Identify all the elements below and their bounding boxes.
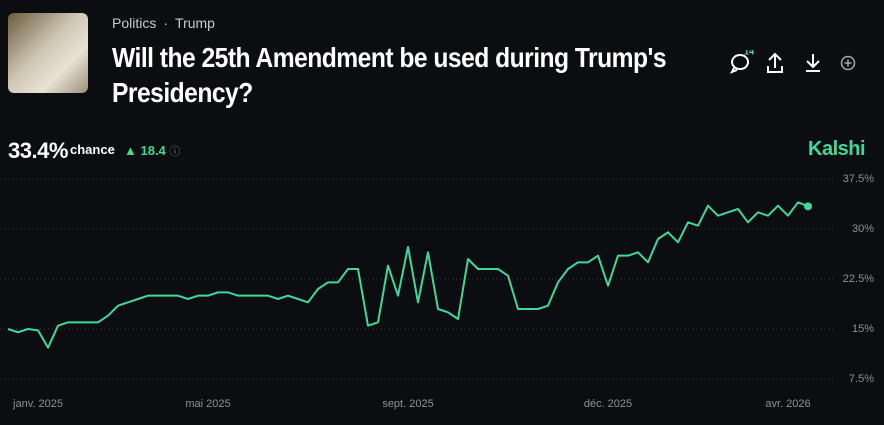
toolbar: 14 xyxy=(729,50,856,74)
brand[interactable]: Kalshi xyxy=(808,138,866,160)
x-tick-label: déc. 2025 xyxy=(584,398,632,410)
tag-link[interactable]: Trump xyxy=(175,15,215,31)
share-button[interactable] xyxy=(767,52,783,73)
category-link[interactable]: Politics xyxy=(112,15,157,31)
market-image xyxy=(8,13,88,93)
comments-button[interactable]: 14 xyxy=(729,50,754,74)
y-tick-label: 22.5% xyxy=(843,273,874,285)
x-tick-label: avr. 2026 xyxy=(765,398,810,410)
y-tick-label: 30% xyxy=(852,223,874,235)
y-tick-label: 7.5% xyxy=(849,373,874,385)
market-title: Will the 25th Amendment be used during T… xyxy=(112,42,667,108)
download-button[interactable] xyxy=(806,54,820,72)
x-tick-label: janv. 2025 xyxy=(12,398,63,410)
breadcrumbs: Politics · Trump xyxy=(112,15,215,31)
change-value: 18.4 xyxy=(140,143,166,158)
current-chance: 33.4% xyxy=(8,138,68,163)
chance-label: chance xyxy=(70,142,115,157)
x-tick-label: mai 2025 xyxy=(185,398,230,410)
price-line xyxy=(7,201,809,349)
y-tick-label: 15% xyxy=(852,323,874,335)
add-button[interactable] xyxy=(840,55,856,71)
last-point xyxy=(804,202,812,211)
y-tick-label: 37.5% xyxy=(843,173,874,185)
x-tick-label: sept. 2025 xyxy=(382,398,433,410)
change: ▲ 18.4 ⓘ xyxy=(124,143,181,158)
comment-count: 14 xyxy=(744,50,754,56)
